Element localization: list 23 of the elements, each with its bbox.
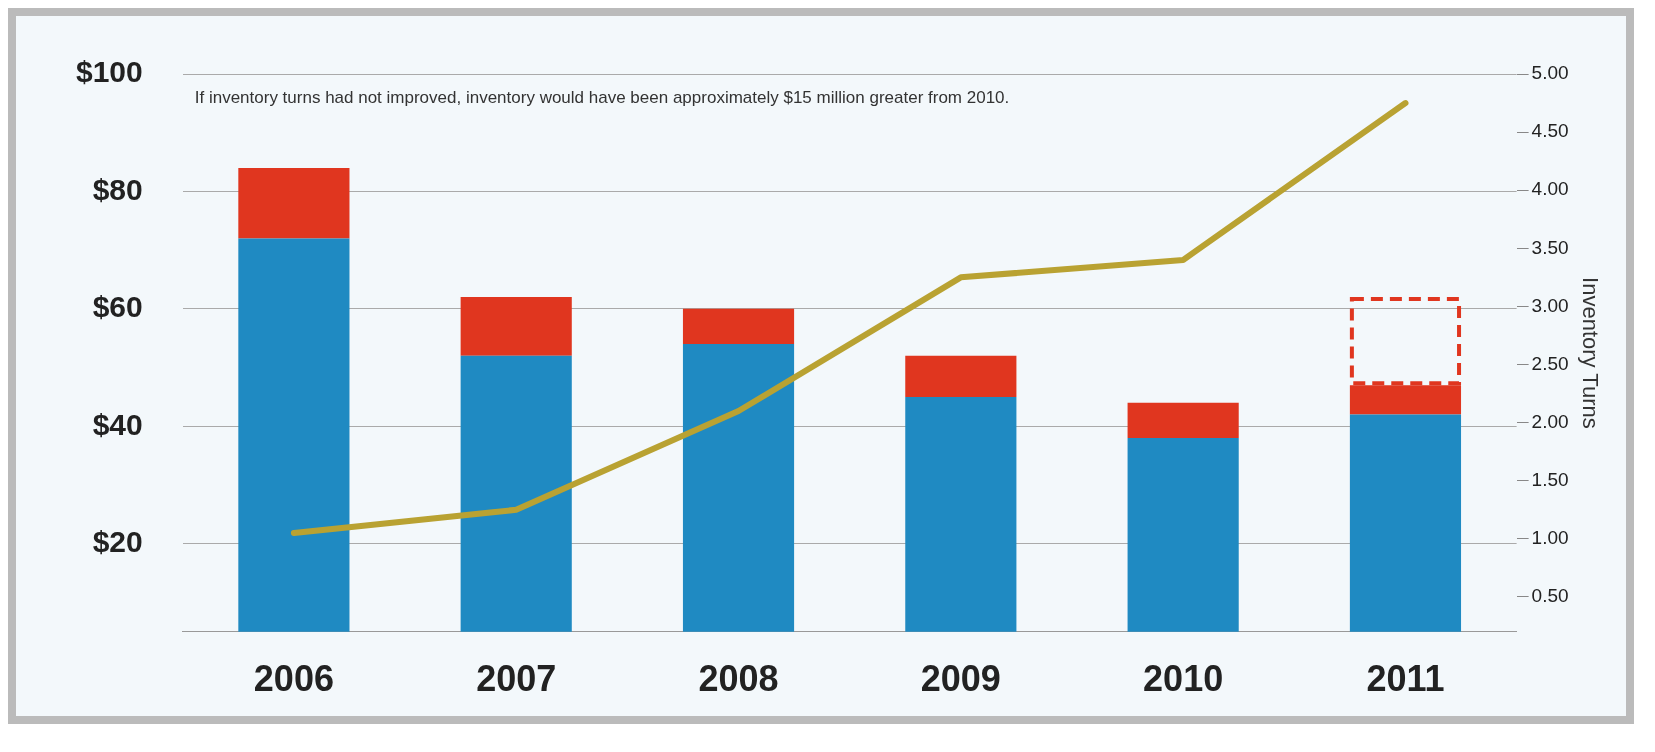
x-tick-label: 2009	[920, 658, 1001, 700]
x-tick-label: 2010	[1143, 658, 1224, 700]
y-tick-label: $60	[92, 290, 143, 324]
y-tick-label: $100	[75, 55, 143, 89]
y2-tick-label: 0.50	[1531, 585, 1569, 607]
y-tick-label: $20	[92, 524, 143, 558]
x-tick-label: 2007	[476, 658, 557, 700]
x-tick-label: 2011	[1366, 658, 1445, 700]
y2-tick-label: 2.00	[1531, 410, 1569, 432]
y2-tick-label: 1.50	[1531, 468, 1569, 490]
x-tick-label: 2006	[253, 658, 334, 700]
x-tick-label: 2008	[698, 658, 779, 700]
annotation: If inventory turns had not improved, inventory would have been approximately $15 million greater from 2010.	[194, 88, 1010, 108]
y2-axis-title: Inventory Turns	[1577, 277, 1603, 429]
y-tick-label: $40	[92, 407, 143, 441]
y2-tick-label: 5.00	[1531, 62, 1569, 84]
y2-tick-label: 4.00	[1531, 178, 1569, 200]
y2-tick-label: 1.00	[1531, 527, 1569, 549]
y-tick-label: $80	[92, 172, 143, 206]
y2-tick-label: 3.50	[1531, 236, 1569, 258]
y2-tick-label: 3.00	[1531, 294, 1569, 316]
y2-tick-label: 2.50	[1531, 352, 1569, 374]
y2-tick-label: 4.50	[1531, 120, 1569, 142]
